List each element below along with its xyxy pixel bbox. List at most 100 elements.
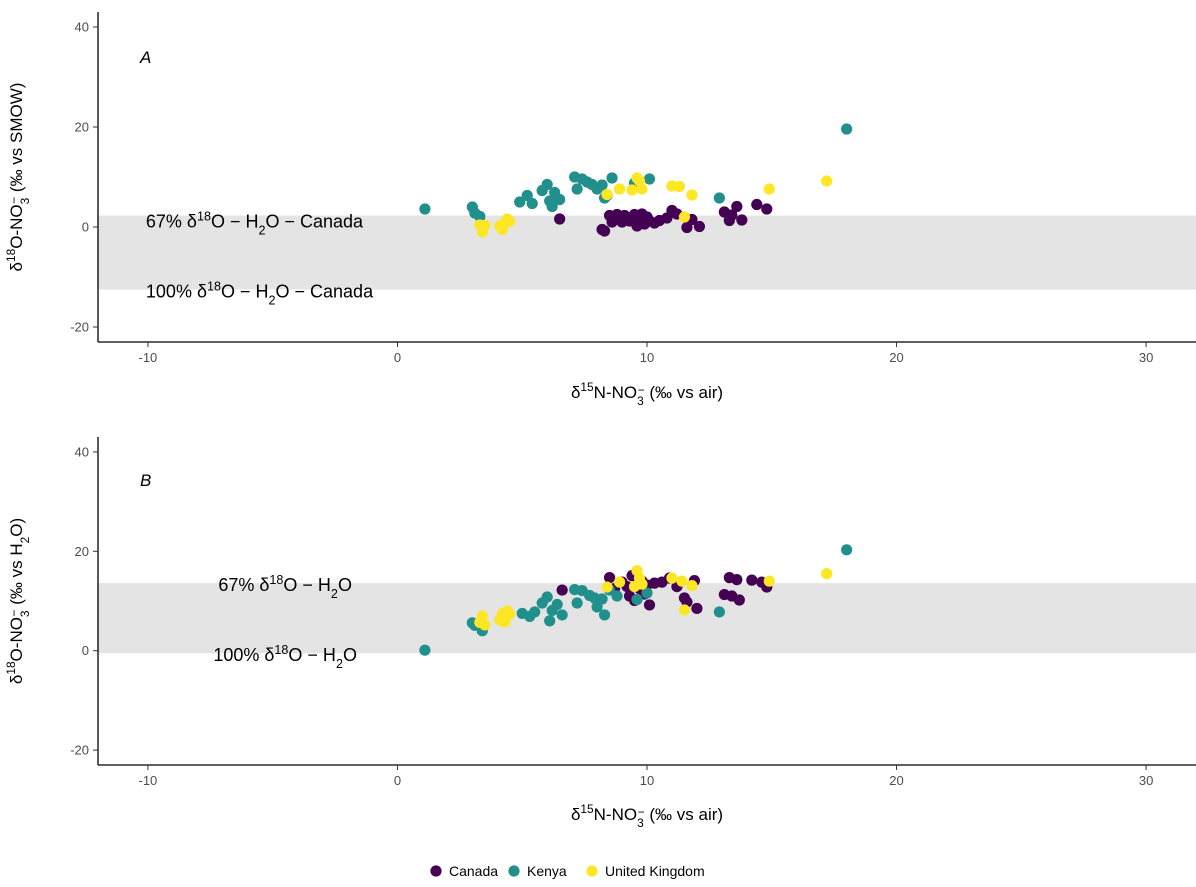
data-point <box>686 579 698 592</box>
series-united-kingdom <box>474 172 833 238</box>
data-point <box>556 609 568 621</box>
data-point <box>731 200 743 213</box>
x-tick-label: 0 <box>394 773 401 788</box>
data-point <box>731 574 743 586</box>
data-point <box>554 193 566 206</box>
band-annotation: 67% δ18O − H2O <box>218 573 352 601</box>
data-point <box>821 568 833 580</box>
legend-key <box>586 865 598 877</box>
data-point <box>676 575 688 587</box>
band-annotation: 100% δ18O − H2O − Canada <box>146 280 374 308</box>
data-point <box>733 594 745 606</box>
data-point <box>841 123 853 135</box>
data-point <box>601 188 613 201</box>
panel-b: -10 0 10 20 30 -20 0 20 40 δ15N-NO3− (‰ vs air) δ1… <box>4 437 1196 830</box>
series-kenya <box>419 123 853 223</box>
y-tick-label: -20 <box>70 320 89 335</box>
x-axis-title: δ15N-NO3− (‰ vs air) <box>571 380 723 408</box>
x-tick-label: 20 <box>889 773 903 788</box>
data-point <box>691 602 703 615</box>
x-tick-label: 0 <box>394 350 401 365</box>
data-point <box>551 598 563 611</box>
data-point <box>598 225 611 237</box>
series-united-kingdom <box>474 565 833 631</box>
data-point <box>746 574 758 586</box>
y-axis-title: δ18O-NO3− (‰ vs H2O) <box>4 518 32 684</box>
data-point <box>713 192 725 204</box>
panel-label: A <box>139 48 151 67</box>
legend: Canada Kenya United Kingdom <box>430 863 705 879</box>
data-point <box>546 200 558 213</box>
y-tick-label: 20 <box>75 120 89 135</box>
legend-label: Canada <box>449 863 498 879</box>
series-canada <box>554 198 773 237</box>
data-point <box>529 606 541 618</box>
data-point <box>613 183 626 195</box>
data-point <box>476 610 488 622</box>
x-axis-title: δ15N-NO3− (‰ vs air) <box>571 802 723 830</box>
data-point <box>678 211 691 223</box>
data-point <box>673 180 686 193</box>
data-point <box>686 189 698 201</box>
data-point <box>611 590 623 602</box>
data-point <box>626 184 638 196</box>
data-point <box>678 604 691 616</box>
data-point <box>526 197 538 210</box>
y-tick-label: 40 <box>75 444 89 459</box>
x-tick-label: 30 <box>1139 773 1153 788</box>
legend-key <box>508 865 520 877</box>
data-point <box>504 215 516 228</box>
data-point <box>636 578 648 590</box>
data-point <box>504 608 516 620</box>
band-annotation: 67% δ18O − H2O − Canada <box>146 210 364 238</box>
data-point <box>571 597 583 609</box>
data-point <box>541 178 553 191</box>
y-tick-label: 20 <box>75 544 89 559</box>
data-point <box>681 221 693 234</box>
data-point <box>693 220 706 233</box>
y-tick-label: 0 <box>82 643 89 658</box>
data-point <box>521 189 533 202</box>
data-point <box>751 198 763 211</box>
y-tick-label: 0 <box>82 220 89 235</box>
panel-label: B <box>140 471 151 490</box>
data-point <box>419 644 431 656</box>
data-point <box>571 183 583 195</box>
data-point <box>666 572 678 584</box>
data-point <box>479 219 491 232</box>
data-point <box>596 593 608 605</box>
data-point <box>726 209 738 221</box>
data-point <box>544 615 556 627</box>
data-point <box>763 575 775 587</box>
x-tick-label: 20 <box>889 350 903 365</box>
data-point <box>479 619 491 631</box>
data-point <box>541 591 553 603</box>
data-point <box>601 581 613 593</box>
data-point <box>554 213 566 225</box>
x-tick-label: 10 <box>640 773 654 788</box>
data-point <box>713 606 725 618</box>
data-point <box>514 196 526 208</box>
x-tick-label: -10 <box>139 350 158 365</box>
legend-label: Kenya <box>527 863 567 879</box>
data-point <box>631 593 643 606</box>
data-point <box>598 609 611 621</box>
x-tick-label: 30 <box>1139 350 1153 365</box>
data-point <box>636 183 648 195</box>
panel-a: -10 0 10 20 30 -20 0 20 40 δ15N-NO3− (‰ vs air) δ1… <box>4 12 1196 408</box>
legend-label: United Kingdom <box>605 863 705 879</box>
y-tick-label: -20 <box>70 743 89 758</box>
x-tick-label: 10 <box>640 350 654 365</box>
legend-key <box>430 865 442 877</box>
y-axis-title: δ18O-NO3− (‰ vs SMOW) <box>4 83 32 272</box>
data-point <box>474 210 486 223</box>
data-point <box>596 179 608 191</box>
data-point <box>736 214 748 226</box>
x-tick-label: -10 <box>139 773 158 788</box>
data-point <box>761 203 773 215</box>
y-tick-label: 40 <box>75 20 89 35</box>
data-point <box>763 183 775 195</box>
data-point <box>556 584 568 596</box>
data-point <box>613 576 626 588</box>
